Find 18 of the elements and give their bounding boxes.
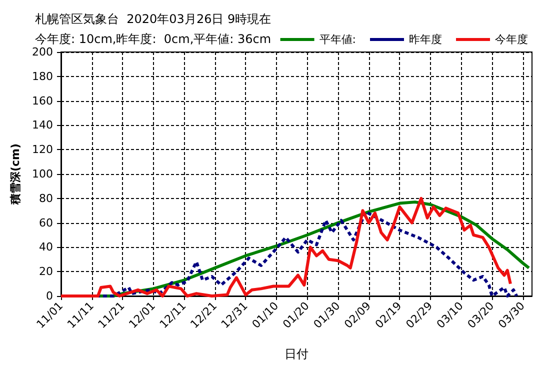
y-tick-label: 80 [39, 192, 53, 205]
y-axis-title: 積雪深(cm) [9, 143, 22, 206]
y-tick-label: 140 [32, 118, 53, 132]
y-tick-label: 20 [39, 265, 53, 278]
legend-label: 今年度 [495, 33, 528, 46]
chart-title: 札幌管区気象台 2020年03月26日 9時現在 [35, 12, 272, 26]
y-tick-label: 0 [46, 290, 53, 302]
y-tick-label: 200 [32, 46, 53, 58]
legend-label: 昨年度 [409, 33, 442, 46]
y-tick-label: 120 [32, 143, 53, 156]
y-tick-label: 40 [39, 240, 53, 254]
y-tick-label: 100 [32, 168, 53, 180]
chart-subtitle: 今年度: 10cm,昨年度: 0cm,平年値: 36cm [35, 32, 272, 46]
y-tick-label: 180 [32, 70, 53, 83]
y-tick-label: 60 [39, 216, 53, 230]
x-axis-title: 日付 [284, 347, 308, 361]
legend-label: 平年値: [319, 33, 356, 46]
y-tick-label: 160 [32, 94, 53, 108]
